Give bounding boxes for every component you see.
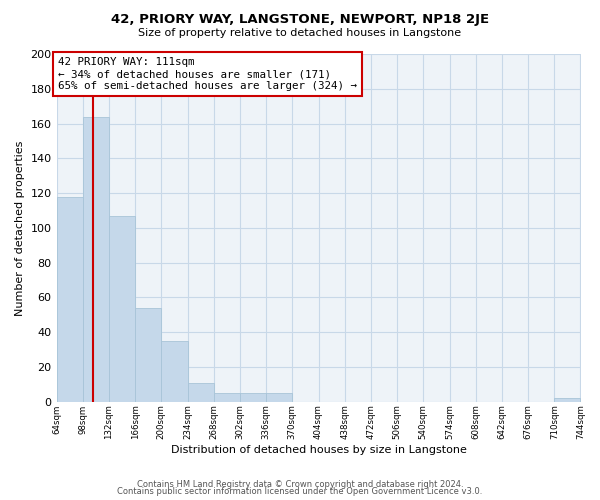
Bar	[188, 382, 214, 402]
Bar	[83, 116, 109, 402]
X-axis label: Distribution of detached houses by size in Langstone: Distribution of detached houses by size …	[170, 445, 466, 455]
Bar	[109, 216, 135, 402]
Bar	[135, 308, 161, 402]
Bar	[161, 341, 188, 402]
Bar	[240, 393, 266, 402]
Text: 42 PRIORY WAY: 111sqm
← 34% of detached houses are smaller (171)
65% of semi-det: 42 PRIORY WAY: 111sqm ← 34% of detached …	[58, 58, 357, 90]
Text: 42, PRIORY WAY, LANGSTONE, NEWPORT, NP18 2JE: 42, PRIORY WAY, LANGSTONE, NEWPORT, NP18…	[111, 12, 489, 26]
Bar	[266, 393, 292, 402]
Bar	[56, 196, 83, 402]
Text: Contains public sector information licensed under the Open Government Licence v3: Contains public sector information licen…	[118, 488, 482, 496]
Text: Contains HM Land Registry data © Crown copyright and database right 2024.: Contains HM Land Registry data © Crown c…	[137, 480, 463, 489]
Bar	[214, 393, 240, 402]
Text: Size of property relative to detached houses in Langstone: Size of property relative to detached ho…	[139, 28, 461, 38]
Y-axis label: Number of detached properties: Number of detached properties	[15, 140, 25, 316]
Bar	[554, 398, 580, 402]
